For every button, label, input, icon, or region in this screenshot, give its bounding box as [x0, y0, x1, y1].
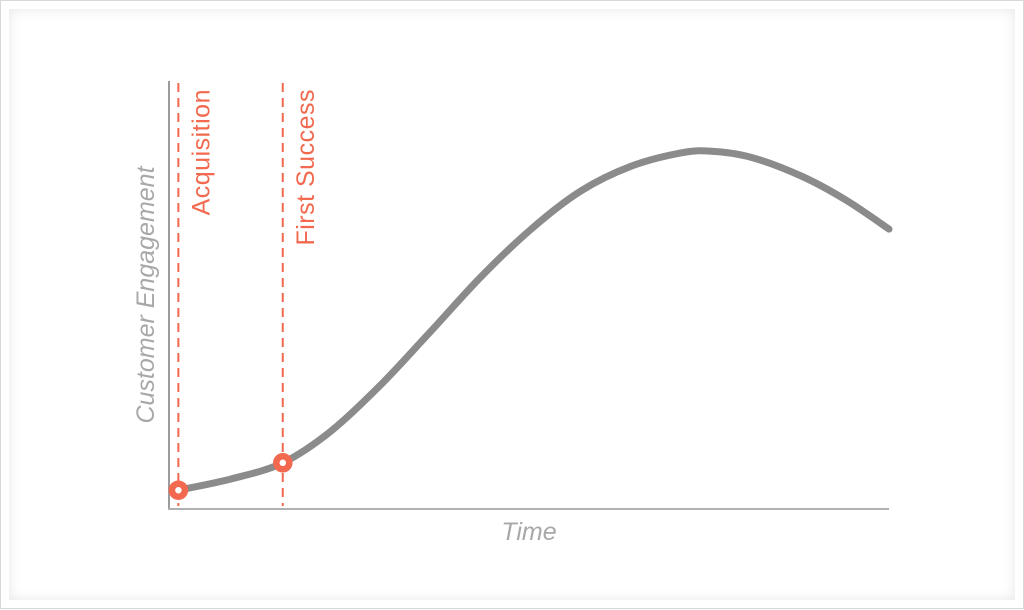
chart-canvas [9, 9, 1015, 600]
acquisition-label: Acquisition [187, 89, 215, 215]
first-success-label: First Success [292, 89, 320, 246]
y-axis-label: Customer Engagement [132, 165, 160, 423]
engagement-curve [174, 147, 893, 494]
acquisition-marker [168, 480, 189, 500]
first-success-marker [273, 453, 293, 473]
x-axis-label: Time [501, 518, 556, 546]
